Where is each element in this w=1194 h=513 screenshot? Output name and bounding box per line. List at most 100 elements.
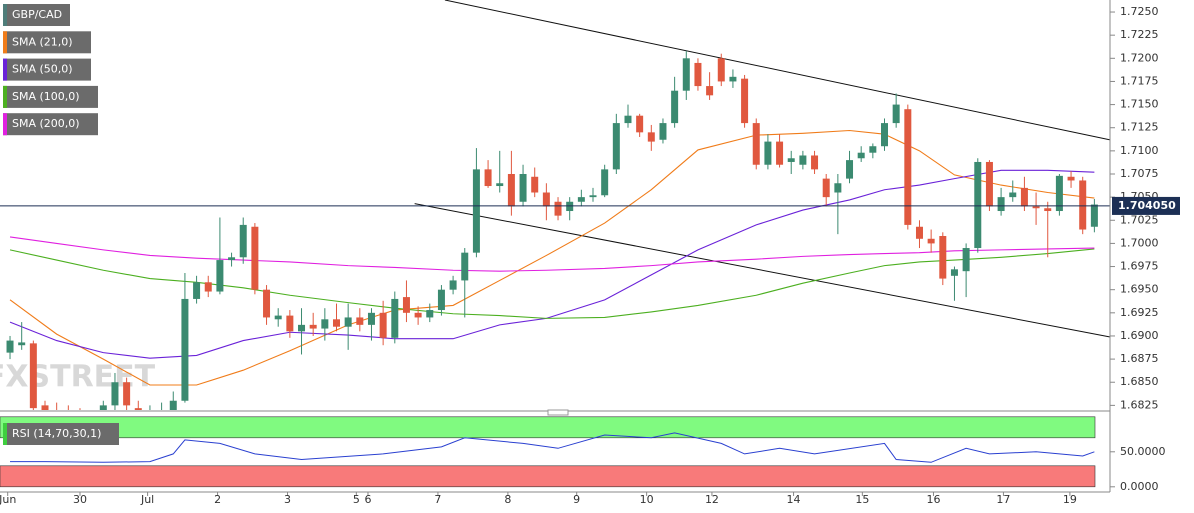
legend-box [3, 58, 91, 81]
candle-body [111, 382, 119, 406]
candle-body [612, 123, 620, 170]
candle-body [647, 132, 655, 142]
candle-body [752, 123, 760, 165]
candle-body [169, 400, 177, 410]
legend-swatch [3, 113, 7, 136]
price-panel [0, 0, 1110, 410]
y-tick-label: 1.6900 [1120, 329, 1159, 342]
x-tick-label: 2 [214, 493, 221, 506]
last-price-box [1112, 196, 1180, 215]
candle-body [659, 123, 667, 140]
x-tick-label: 12 [705, 493, 719, 506]
candle-body [402, 297, 410, 313]
y-tick-label: 1.6875 [1120, 352, 1159, 365]
candle-body [134, 408, 142, 410]
candle-body [298, 324, 306, 332]
legend-swatch [3, 85, 7, 108]
sma-line [9, 248, 1095, 319]
y-tick-label: 1.7175 [1120, 74, 1159, 87]
candle-body [99, 405, 107, 410]
y-tick-label: 1.7250 [1120, 5, 1159, 18]
legend-label: GBP/CAD [12, 8, 62, 21]
y-tick-label: 1.6850 [1120, 375, 1159, 388]
candle-body [18, 342, 26, 346]
candle-body [927, 238, 935, 244]
candle-body [717, 58, 725, 82]
x-tick-label: 3 [284, 493, 291, 506]
sma-line [9, 129, 1095, 386]
candle-body [472, 169, 480, 253]
y-tick-label: 1.6975 [1120, 260, 1159, 273]
candle-body [729, 76, 737, 82]
candle-body [507, 173, 515, 207]
trendline [414, 203, 1110, 338]
candle-body [1067, 176, 1075, 181]
candle-body [1079, 180, 1087, 230]
y-tick-label: 1.7025 [1120, 213, 1159, 226]
candle-body [519, 173, 527, 202]
candle-body [554, 201, 562, 216]
candle-body [915, 226, 923, 239]
candle-body [286, 315, 294, 332]
axes: 1.6825 1.6850 1.6875 1.6900 1.6925 1.6950 1.69… [0, 0, 1180, 506]
candle-body [985, 161, 993, 207]
legend-label: SMA (200,0) [12, 117, 80, 130]
x-tick-label: Jun [0, 493, 16, 506]
candle-body [950, 269, 958, 276]
y-tick-label: 50.0000 [1120, 445, 1166, 458]
sma-line [9, 236, 1095, 272]
candle-body [461, 252, 469, 281]
legend-box [3, 31, 91, 54]
candle-body [542, 192, 550, 207]
candle-body [531, 176, 539, 193]
legend-label: SMA (100,0) [12, 90, 80, 103]
candle-body [1044, 208, 1052, 212]
splitter [547, 409, 569, 416]
y-tick-label: 0.0000 [1120, 480, 1159, 493]
candle-body [367, 312, 375, 325]
candle-body [274, 315, 282, 320]
rsi-zone [0, 416, 1096, 439]
candle-body [321, 319, 329, 329]
candle-body [344, 317, 352, 327]
candle-body [974, 161, 982, 249]
candle-body [1090, 204, 1098, 227]
x-tick-label: 30 [73, 493, 87, 506]
y-tick-label: 1.6825 [1120, 398, 1159, 411]
candle-body [29, 343, 37, 409]
candle-body [636, 115, 644, 133]
last-price-label: 1.704050 [1118, 199, 1176, 212]
candle-body [414, 312, 422, 318]
candle-body [787, 158, 795, 162]
candle-body [682, 58, 690, 91]
candle-body [449, 280, 457, 290]
candle-body [577, 197, 585, 202]
candle-body [822, 178, 830, 198]
x-tick-label: 5 [353, 493, 360, 506]
candle-body [939, 236, 947, 279]
candle-body [391, 298, 399, 338]
candle-body [776, 141, 784, 165]
candle-body [437, 289, 445, 311]
candle-body [857, 152, 865, 159]
candle-body [181, 298, 189, 401]
trendline [444, 0, 1110, 141]
rsi-panel [0, 416, 1096, 488]
y-tick-label: 1.6950 [1120, 283, 1159, 296]
y-tick-label: 1.7200 [1120, 51, 1159, 64]
x-tick-label: 7 [434, 493, 441, 506]
candle-body [624, 115, 632, 124]
candle-body [1009, 192, 1017, 198]
x-tick-label: 9 [573, 493, 580, 506]
candle-body [239, 224, 247, 258]
candle-body [694, 62, 702, 87]
candle-body [962, 248, 970, 272]
candle-body [332, 319, 340, 327]
candle-body [811, 155, 819, 170]
rsi-legend-swatch [3, 423, 7, 445]
x-tick-label: 16 [926, 493, 940, 506]
candle-body [1055, 175, 1063, 212]
x-tick-label: 6 [364, 493, 371, 506]
candle-body [589, 195, 597, 198]
candle-body [799, 155, 807, 165]
